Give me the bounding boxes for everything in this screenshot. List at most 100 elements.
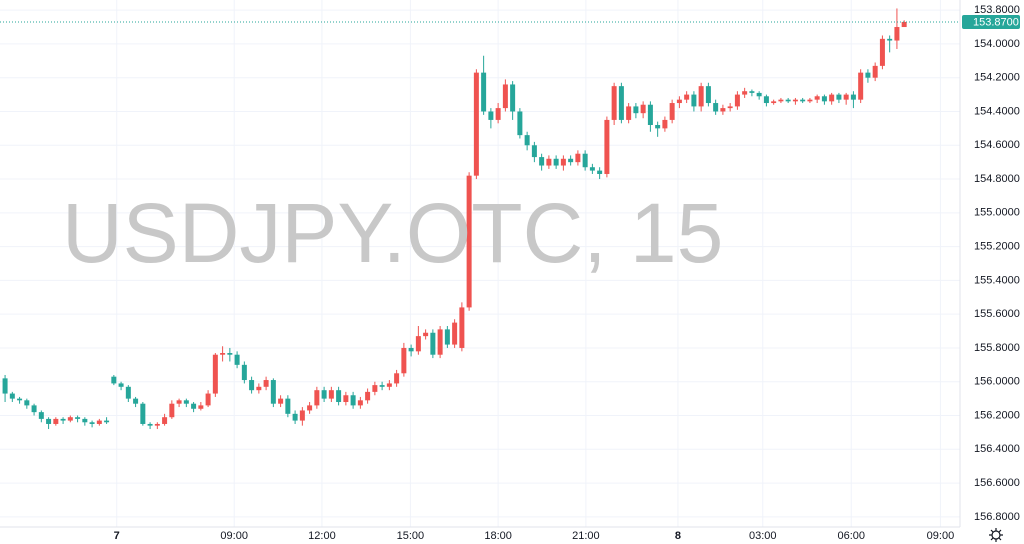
y-tick-label: 155.8000 [974,342,1020,354]
candle-body [263,380,269,387]
x-tick-label: 18:00 [484,530,512,542]
candle-body [814,96,820,100]
x-tick-label: 03:00 [749,530,777,542]
candle-body [691,94,697,107]
x-tick-label: 09:00 [220,530,248,542]
candle-body [75,417,81,419]
candle-body [459,307,465,348]
candle-body [829,94,835,102]
candle-body [539,157,545,166]
candle-body [314,390,320,406]
candle-body [887,38,893,41]
candle-body [843,94,849,100]
candle-body [365,391,371,401]
y-tick-label: 156.2000 [974,409,1020,421]
candle-body [125,386,131,399]
candle-body [792,99,798,102]
y-tick-label: 154.4000 [974,105,1020,117]
candle-body [212,354,218,394]
candle-body [488,111,494,120]
candle-body [104,420,110,423]
candle-body [618,86,624,120]
y-tick-label: 154.0000 [974,38,1020,50]
candle-body [633,106,639,114]
y-tick-label: 156.4000 [974,443,1020,455]
candle-body [430,332,436,355]
candle-body [24,400,30,406]
candle-body [655,124,661,129]
candle-body [169,403,175,418]
candle-body [720,108,726,112]
candle-body [372,385,378,392]
candle-body [684,94,690,100]
candle-body [415,336,421,352]
candle-body [96,420,102,424]
candle-body [879,38,885,66]
candle-body [53,418,59,424]
candle-body [560,158,566,166]
candle-body [198,405,204,409]
candle-body [205,393,211,406]
candle-body [394,373,400,384]
y-tick-label: 154.8000 [974,173,1020,185]
candle-body [546,158,552,166]
settings-icon[interactable] [989,528,1003,542]
x-tick-label: 12:00 [308,530,336,542]
candle-body [800,99,806,102]
candle-body [713,103,719,112]
candle-body [553,158,559,166]
candle-body [256,386,262,391]
candle-body [183,400,189,404]
candle-body [31,405,37,413]
y-tick-label: 155.4000 [974,274,1020,286]
candle-body [234,354,240,365]
candle-body [452,322,458,345]
candle-body [778,99,784,102]
candle-body [611,86,617,120]
candle-body [568,158,574,163]
candle-body [517,111,523,136]
candle-body [807,99,813,102]
candle-body [604,119,610,174]
candle-body [850,94,856,100]
y-tick-label: 156.0000 [974,376,1020,388]
candle-body [742,91,748,95]
y-tick-label: 155.0000 [974,207,1020,219]
candle-body [328,390,334,399]
candle-body [278,398,284,404]
settings-icon-ring[interactable] [991,530,1001,540]
candle-body [46,418,52,424]
candle-body [350,395,356,406]
candle-body [89,422,95,424]
candle-body [524,135,530,146]
candle-body [379,385,385,387]
x-tick-label: 7 [114,530,120,542]
candle-body [133,398,139,404]
candle-body [662,119,668,129]
candle-body [865,72,871,78]
candle-body [836,94,842,100]
x-tick-label: 09:00 [927,530,955,542]
x-tick-label: 06:00 [837,530,865,542]
candle-body [821,96,827,102]
last-price-label: 153.8700 [973,16,1019,28]
candle-body [270,380,276,404]
settings-icon-teeth[interactable] [989,528,1003,542]
candle-body [872,65,878,78]
candle-body [894,27,900,41]
candle-body [307,405,313,411]
candle-body [227,353,233,355]
y-tick-label: 156.8000 [974,511,1020,523]
candle-body [162,417,168,424]
candle-body [118,383,124,387]
candle-body [582,153,588,168]
candle-body [502,84,508,109]
candle-body [676,99,682,104]
candle-body [640,104,646,114]
candle-body [510,84,516,112]
candle-body [734,94,740,107]
candle-body [191,403,197,409]
candle-body [111,376,117,384]
